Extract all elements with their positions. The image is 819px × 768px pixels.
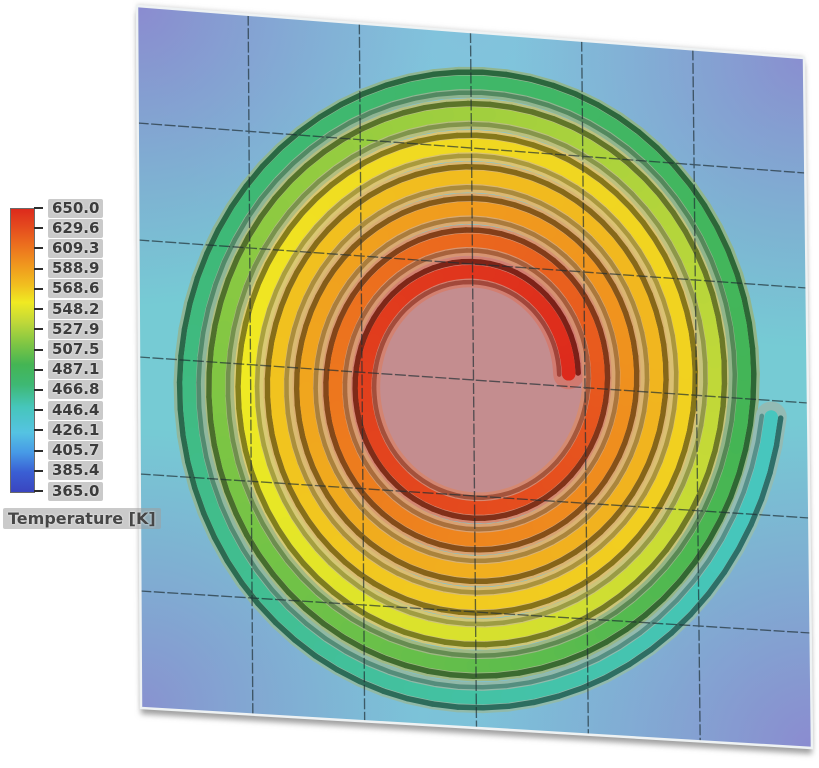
colorbar-tick-label: 609.3 [48,238,104,258]
colorbar-tick-label: 507.5 [48,340,104,359]
colorbar-tick [34,287,43,290]
colorbar [10,208,35,493]
mesh-grid-lines [137,14,811,742]
colorbar-tick [34,368,43,371]
colorbar-tick-label: 365.0 [48,481,104,501]
colorbar-tick [34,449,43,452]
colorbar-tick-label: 527.9 [48,319,104,339]
colorbar-tick [34,490,43,492]
colorbar-tick-label: 568.6 [48,279,104,299]
colorbar-tick [34,348,43,351]
colorbar-tick-label: 385.4 [48,461,104,481]
colorbar-tick [34,308,43,311]
grid-line-vertical [580,40,590,735]
spiral-outer-edge-shade [176,69,784,711]
colorbar-tick [34,267,43,270]
colorbar-tick-label: 405.7 [48,441,104,461]
colorbar-tick [34,388,43,391]
colorbar-tick [34,207,43,209]
colorbar-tick-label: 588.9 [48,259,104,279]
colorbar-tick-label: 487.1 [48,360,104,380]
colorbar-tick [34,429,43,432]
spiral-inner-edge-shade [196,90,765,690]
colorbar-tick [34,328,43,331]
colorbar-tick-label: 466.8 [48,380,104,400]
colorbar-tick [34,409,43,412]
colorbar-tick-label: 446.4 [48,400,104,420]
grid-line-vertical [469,31,478,729]
colorbar-tick-label: 650.0 [48,198,104,218]
legend-title: Temperature [K] [3,508,161,529]
plane-edge-highlight [135,4,814,750]
spiral-inner-tip [561,367,576,381]
grid-line-horizontal [140,590,811,634]
colorbar-tick-label: 548.2 [48,299,104,319]
colorbar-tick-label: 629.6 [48,218,104,238]
colorbar-tick [34,469,43,472]
colorbar-tick [34,247,43,250]
colorbar-tick-label: 426.1 [48,420,104,440]
colorbar-tick [34,227,43,230]
